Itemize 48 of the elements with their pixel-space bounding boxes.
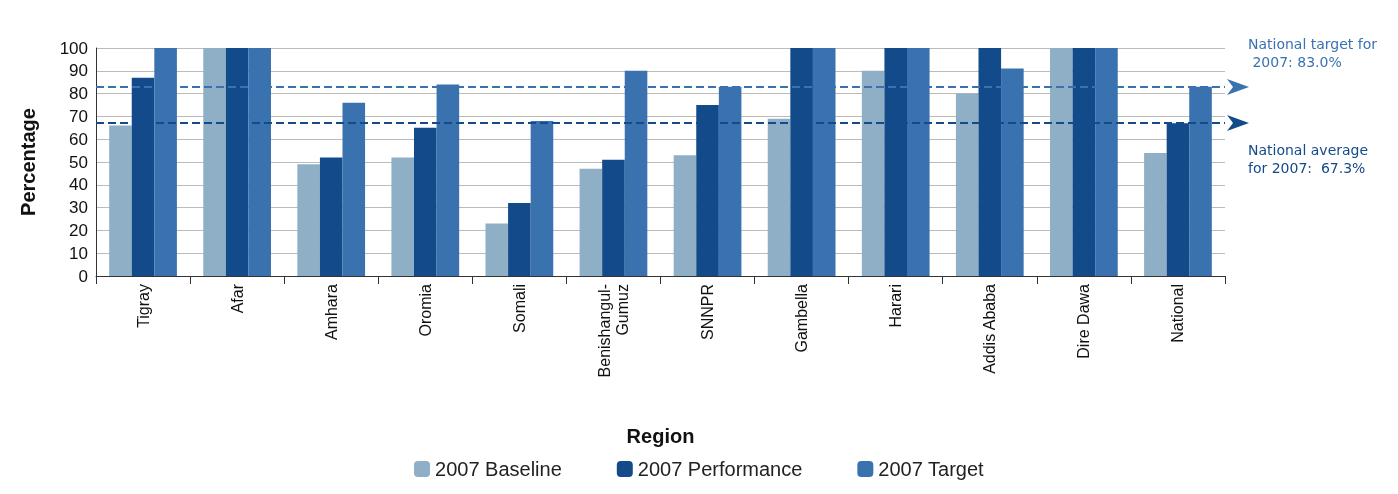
x-tick-label: Benishangul-Gumuz xyxy=(595,284,631,378)
x-axis-title: Region xyxy=(626,425,695,447)
x-tick-label: Tigray xyxy=(134,284,152,328)
bar xyxy=(109,125,132,276)
bar xyxy=(861,70,885,276)
legend-label: 2007 Performance xyxy=(637,458,803,480)
bar xyxy=(602,159,625,276)
x-tick-label: National xyxy=(1169,284,1187,343)
bar xyxy=(391,157,414,276)
x-tick-label: Afar xyxy=(228,283,246,314)
bar xyxy=(530,120,554,276)
y-tick-label: 40 xyxy=(69,175,88,195)
x-tick-label: Harari xyxy=(887,284,905,328)
bar xyxy=(579,168,603,276)
y-tick-label: 30 xyxy=(69,198,88,218)
y-tick-label: 100 xyxy=(59,38,88,58)
y-tick-label: 60 xyxy=(69,129,88,149)
x-tick-label: Addis Ababa xyxy=(981,283,999,374)
x-tick-label: Dire Dawa xyxy=(1075,283,1093,359)
bar xyxy=(297,164,320,276)
y-tick-label: 50 xyxy=(69,152,88,172)
y-tick-label: 90 xyxy=(69,61,88,81)
bar xyxy=(414,127,437,276)
x-tick-label: SNNPR xyxy=(699,284,717,341)
bar xyxy=(767,118,791,276)
y-tick-label: 10 xyxy=(69,243,88,263)
bar xyxy=(955,93,979,276)
bar xyxy=(342,102,366,276)
x-tick-label: Oromia xyxy=(416,283,434,337)
x-tick-label: Somali xyxy=(510,284,528,333)
bar xyxy=(203,48,226,276)
bar xyxy=(1144,152,1167,276)
ref-line-label: National average for 2007: 67.3% xyxy=(1248,141,1373,176)
ref-line-label: National target for 2007: 83.0% xyxy=(1248,35,1378,70)
x-tick-label: Amhara xyxy=(322,283,340,341)
bar xyxy=(485,223,509,276)
bar xyxy=(673,155,697,276)
bar xyxy=(319,157,343,276)
legend-label: 2007 Target xyxy=(878,458,985,480)
y-axis-title: Percentage xyxy=(17,108,39,216)
y-tick-label: 0 xyxy=(78,266,88,286)
bar xyxy=(1050,48,1073,276)
y-tick-label: 70 xyxy=(69,106,88,126)
y-tick-label: 80 xyxy=(69,84,88,104)
bar xyxy=(508,203,531,276)
legend-label: 2007 Baseline xyxy=(435,458,562,480)
y-tick-label: 20 xyxy=(69,220,88,240)
x-tick-label: Gambella xyxy=(793,283,811,353)
